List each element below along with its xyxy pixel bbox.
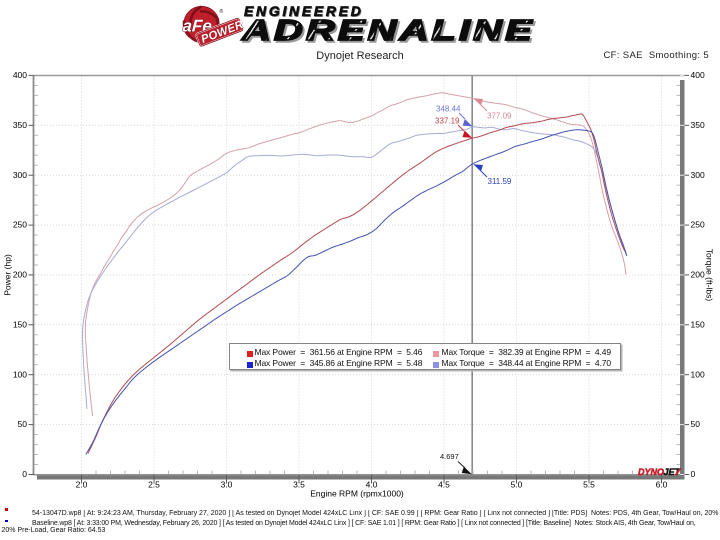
svg-text:Torque (ft-lbs): Torque (ft-lbs) — [705, 249, 715, 302]
svg-text:4.5: 4.5 — [438, 480, 450, 490]
svg-text:200: 200 — [691, 270, 705, 280]
svg-text:400: 400 — [13, 70, 27, 80]
svg-text:6.0: 6.0 — [656, 480, 668, 490]
svg-text:250: 250 — [13, 220, 27, 230]
svg-text:348.44: 348.44 — [436, 104, 461, 113]
svg-text:300: 300 — [691, 170, 705, 180]
svg-text:150: 150 — [13, 319, 27, 329]
svg-text:250: 250 — [691, 220, 705, 230]
svg-text:2.5: 2.5 — [148, 480, 160, 490]
svg-text:350: 350 — [13, 120, 27, 130]
svg-text:4.697: 4.697 — [440, 452, 459, 461]
svg-text:400: 400 — [691, 70, 705, 80]
svg-text:2.0: 2.0 — [76, 480, 88, 490]
svg-text:100: 100 — [13, 369, 27, 379]
svg-text:3.0: 3.0 — [221, 480, 233, 490]
svg-text:50: 50 — [691, 419, 701, 429]
svg-text:311.59: 311.59 — [488, 177, 512, 186]
svg-text:4.0: 4.0 — [366, 480, 378, 490]
svg-text:337.19: 337.19 — [435, 116, 460, 125]
svg-text:300: 300 — [13, 170, 27, 180]
svg-text:Engine RPM (rpmx1000): Engine RPM (rpmx1000) — [310, 489, 404, 499]
svg-text:3.5: 3.5 — [293, 480, 305, 490]
svg-text:350: 350 — [691, 120, 705, 130]
svg-text:DYNOJET: DYNOJET — [638, 467, 682, 477]
svg-text:377.09: 377.09 — [487, 111, 512, 120]
svg-text:200: 200 — [13, 270, 27, 280]
svg-text:®: ® — [220, 8, 224, 15]
svg-text:100: 100 — [691, 369, 705, 379]
svg-text:150: 150 — [691, 319, 705, 329]
svg-text:0: 0 — [691, 469, 696, 479]
svg-text:50: 50 — [18, 419, 28, 429]
svg-text:5.0: 5.0 — [511, 480, 523, 490]
svg-text:0: 0 — [22, 469, 27, 479]
svg-text:5.5: 5.5 — [583, 480, 595, 490]
svg-text:Power (hp): Power (hp) — [3, 254, 13, 296]
